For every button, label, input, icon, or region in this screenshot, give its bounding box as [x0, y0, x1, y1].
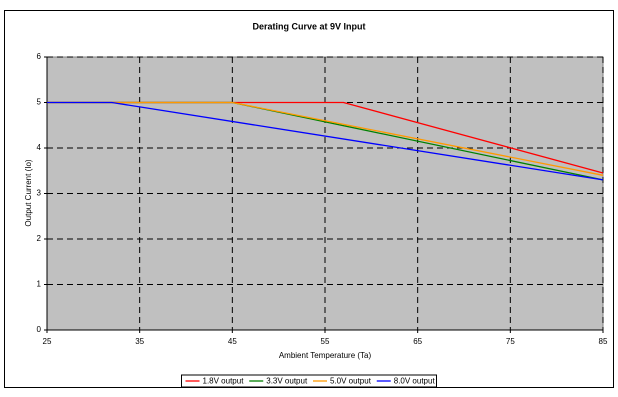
y-tick-label: 6 — [37, 52, 42, 61]
legend-label: 5.0V output — [330, 377, 372, 386]
x-tick-label: 45 — [228, 337, 237, 346]
legend-label: 1.8V output — [203, 377, 245, 386]
y-tick-label: 0 — [37, 325, 42, 334]
y-tick-label: 5 — [37, 98, 42, 107]
legend-box — [181, 374, 437, 388]
legend-label: 3.3V output — [266, 377, 308, 386]
y-tick-label: 3 — [37, 189, 42, 198]
series-line — [47, 101, 604, 181]
legend-label: 8.0V output — [394, 377, 436, 386]
x-tick-label: 65 — [413, 337, 422, 346]
x-tick-label: 85 — [599, 337, 608, 346]
x-tick-label: 35 — [135, 337, 144, 346]
chart-title: Derating Curve at 9V Input — [252, 21, 365, 31]
y-tick-label: 1 — [37, 280, 42, 289]
x-tick-label: 75 — [506, 337, 515, 346]
y-tick-label: 2 — [37, 234, 42, 243]
y-axis-label: Output Current (Io) — [24, 159, 33, 226]
y-tick-label: 4 — [37, 143, 42, 152]
x-tick-label: 55 — [321, 337, 330, 346]
x-tick-label: 25 — [43, 337, 52, 346]
x-axis-label: Ambient Temperature (Ta) — [279, 351, 372, 360]
